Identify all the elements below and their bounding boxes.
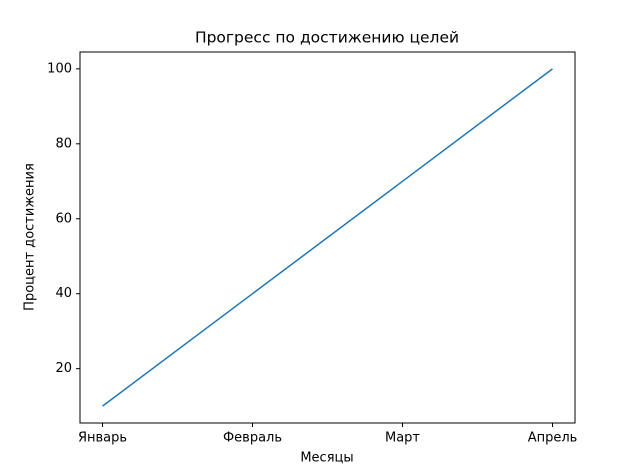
y-tick-label: 60	[55, 211, 72, 226]
x-axis-label: Месяцы	[300, 451, 353, 466]
x-tick-label: Февраль	[223, 431, 282, 446]
x-tick-label: Апрель	[528, 431, 578, 446]
line	[102, 68, 553, 407]
x-tick-label: Январь	[78, 431, 127, 446]
y-tick-label: 80	[55, 136, 72, 151]
y-axis-label: Процент достижения	[23, 163, 38, 311]
y-tick-label: 100	[47, 61, 72, 76]
plot-frame	[79, 51, 576, 424]
chart-title: Прогресс по достижению целей	[195, 29, 459, 47]
x-tick-label: Март	[385, 431, 420, 446]
y-tick-label: 20	[55, 361, 72, 376]
y-tick-label: 40	[55, 286, 72, 301]
